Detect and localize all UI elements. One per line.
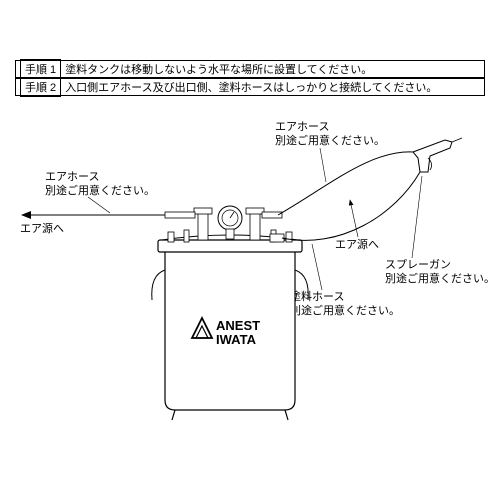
leader-air-hose-left: [88, 197, 110, 213]
leader-air-hose-right: [320, 148, 326, 182]
brand-line2: IWATA: [216, 332, 257, 347]
brand-line1: ANEST: [216, 318, 260, 333]
diagram-svg: ANEST IWATA: [0, 0, 500, 500]
leader-spray-gun: [412, 176, 422, 258]
leader-paint-hose: [312, 244, 322, 290]
paint-hose-curve: [282, 172, 420, 240]
spray-gun-icon: [413, 138, 462, 172]
